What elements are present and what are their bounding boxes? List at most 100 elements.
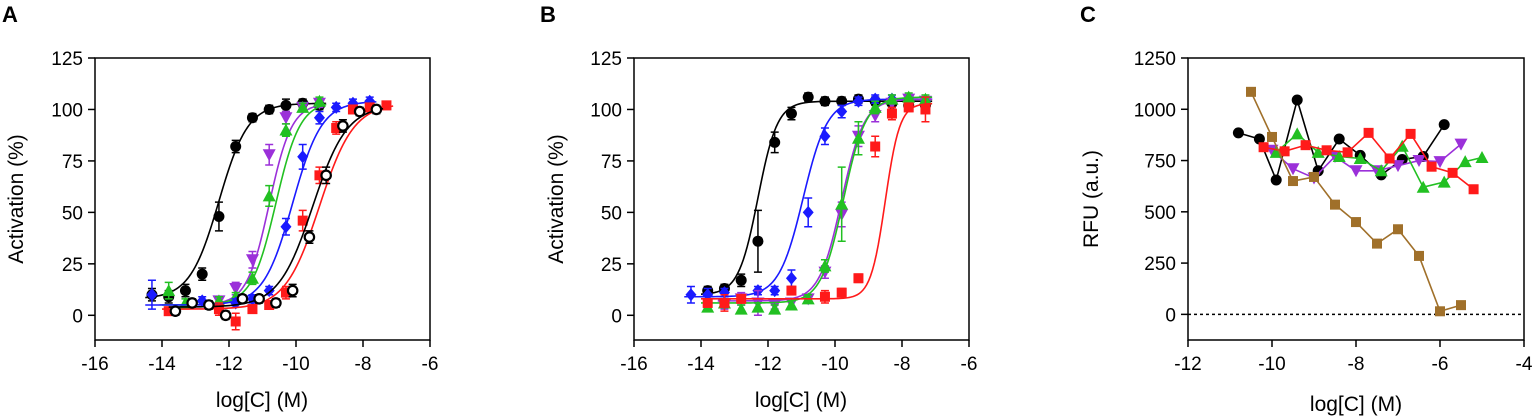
panel-b-plot: -16 -14 -12 -10 -8 -6 0 25 50 75 100 125 bbox=[590, 49, 977, 375]
panel-c-x-tick-label: -12 bbox=[1174, 354, 1201, 375]
panel-c-point-black-circle bbox=[1253, 133, 1265, 145]
panel-b-y-tick-label: 125 bbox=[590, 49, 622, 70]
panel-b-point-red-square bbox=[886, 108, 897, 119]
panel-c-point-black-circle bbox=[1438, 119, 1450, 131]
panel-b-x-tick-label: -12 bbox=[754, 354, 781, 375]
panel-b-point-blue-diamond bbox=[718, 286, 730, 300]
panel-c-y-tick-label: 500 bbox=[1144, 203, 1176, 224]
panel-c-point-red-square bbox=[1279, 146, 1290, 157]
panel-a-point-blue-diamond bbox=[280, 220, 292, 234]
panel-a-fit-curve-green-triangle bbox=[162, 103, 327, 306]
panel-b-point-red-square bbox=[836, 287, 847, 298]
panel-a-point-green-triangle bbox=[296, 100, 310, 113]
panel-b-point-red-square bbox=[819, 291, 830, 302]
panel-a-point-black-open-circle bbox=[186, 297, 198, 309]
panel-a-point-black-filled-circle bbox=[179, 285, 191, 297]
panel-a-point-red-square bbox=[280, 287, 291, 298]
panel-a-point-black-open-circle bbox=[203, 299, 215, 311]
panel-b-point-red-square bbox=[702, 297, 713, 308]
panel-c-point-magenta-triangle bbox=[1433, 156, 1447, 169]
panel-b-point-red-square bbox=[719, 297, 730, 308]
panel-c-point-red-square bbox=[1258, 142, 1269, 153]
panel-c-point-green-triangle bbox=[1416, 180, 1430, 193]
panel-c-point-brown-square bbox=[1309, 171, 1319, 182]
panel-a-x-tick-label: -14 bbox=[148, 354, 176, 375]
panel-a-y-axis-title: Activation (%) bbox=[5, 134, 28, 264]
panel-a-point-black-open-circle bbox=[286, 284, 299, 297]
panel-a-point-magenta-triangle bbox=[229, 283, 243, 296]
panel-b-chart: -16 -14 -12 -10 -8 -6 0 25 50 75 100 125 log[C] (M)… bbox=[545, 49, 977, 412]
panel-c-point-magenta-triangle bbox=[1412, 155, 1426, 168]
panel-b-point-blue-diamond bbox=[869, 92, 881, 106]
panel-c-point-brown-square bbox=[1435, 306, 1445, 317]
panel-c-point-red-square bbox=[1321, 145, 1332, 156]
panel-c-point-green-triangle bbox=[1437, 175, 1451, 188]
panel-c-point-red-square bbox=[1468, 184, 1479, 195]
panel-a-fit-curve-red-square bbox=[162, 105, 394, 310]
panel-a-plot-frame bbox=[94, 57, 431, 341]
panel-c-series-line-magenta-triangle bbox=[1271, 143, 1462, 179]
panel-c-point-green-triangle bbox=[1475, 150, 1489, 163]
panel-c-point-magenta-triangle bbox=[1286, 163, 1300, 176]
panel-b-point-green-triangle bbox=[868, 100, 882, 113]
panel-b-x-tick-label: -16 bbox=[620, 354, 647, 375]
panel-b-point-black-filled-circle bbox=[836, 95, 848, 107]
panel-b-point-blue-diamond bbox=[785, 271, 797, 285]
panel-a-point-red-square bbox=[247, 304, 258, 315]
panel-b-point-black-filled-circle bbox=[735, 274, 747, 286]
panel-b-x-tick-label: -6 bbox=[961, 354, 978, 375]
panel-a-point-red-square bbox=[381, 100, 392, 111]
panel-a-x-tick-label: -12 bbox=[215, 354, 242, 375]
panel-c-point-green-triangle bbox=[1269, 145, 1283, 158]
panel-c-point-brown-square bbox=[1330, 199, 1340, 210]
panel-a-point-magenta-triangle bbox=[262, 149, 276, 162]
panel-a-point-green-triangle bbox=[245, 271, 259, 284]
panel-b-fit-curve-black-filled-circle bbox=[700, 100, 933, 295]
panel-b-x-tick-label: -10 bbox=[821, 354, 848, 375]
panel-a-y-tick-label: 100 bbox=[51, 100, 83, 121]
panel-a-point-red-square bbox=[264, 300, 275, 311]
panel-a-point-black-filled-circle bbox=[246, 112, 258, 124]
panel-a-point-magenta-triangle bbox=[279, 112, 293, 125]
panel-b-point-green-triangle bbox=[734, 302, 748, 315]
panel-b-point-blue-diamond bbox=[819, 129, 831, 143]
panel-label-b: B bbox=[540, 2, 556, 27]
panel-c-point-green-triangle bbox=[1353, 151, 1367, 164]
panel-c-y-tick-label: 0 bbox=[1165, 305, 1176, 326]
panel-b-point-green-triangle bbox=[851, 131, 865, 144]
panel-a-point-black-open-circle bbox=[353, 105, 366, 118]
panel-c-point-brown-square bbox=[1351, 217, 1361, 228]
panel-a-point-black-open-circle bbox=[320, 169, 332, 182]
panel-b-point-red-square bbox=[920, 104, 931, 115]
panel-b-point-blue-diamond bbox=[802, 205, 814, 219]
panel-c-point-red-square bbox=[1447, 167, 1458, 178]
panel-b-y-tick-label: 100 bbox=[590, 100, 622, 121]
panel-b-x-tick-label: -14 bbox=[687, 354, 715, 375]
panel-b-point-blue-diamond bbox=[685, 288, 697, 302]
panel-a-point-red-square bbox=[314, 170, 325, 181]
panel-c-x-tick-label: -8 bbox=[1348, 354, 1365, 375]
panel-b-point-black-filled-circle bbox=[752, 235, 764, 247]
panel-c-point-magenta-triangle bbox=[1454, 138, 1468, 151]
panel-a-y-tick-label: 50 bbox=[62, 203, 83, 224]
panel-c-y-tick-label: 1250 bbox=[1134, 49, 1176, 70]
panel-b-point-red-square bbox=[853, 273, 864, 284]
panel-a-point-black-open-circle bbox=[236, 293, 249, 305]
panel-c-y-axis-title: RFU (a.u.) bbox=[1080, 150, 1103, 248]
panel-a-point-blue-diamond bbox=[297, 150, 309, 164]
panel-b-point-green-triangle bbox=[885, 92, 899, 105]
panel-a-x-tick-label: -8 bbox=[355, 354, 372, 375]
panel-c-point-black-circle bbox=[1333, 133, 1345, 145]
panel-c-point-green-triangle bbox=[1311, 145, 1325, 158]
panel-label-a: A bbox=[2, 2, 18, 27]
panel-c-plot-frame bbox=[1187, 57, 1525, 341]
panel-c-x-tick-label: -4 bbox=[1516, 354, 1532, 375]
panel-c-point-green-triangle bbox=[1290, 127, 1304, 140]
panel-c-x-tick-label: -6 bbox=[1432, 354, 1449, 375]
panel-c-plot: -12 -10 -8 -6 -4 0 250 500 750 1000 1250 bbox=[1134, 49, 1532, 375]
panel-b-point-blue-diamond bbox=[836, 105, 848, 119]
panel-a-point-red-square bbox=[331, 122, 342, 133]
panel-b-point-red-square bbox=[870, 141, 881, 152]
panel-b-y-tick-label: 0 bbox=[611, 306, 622, 327]
